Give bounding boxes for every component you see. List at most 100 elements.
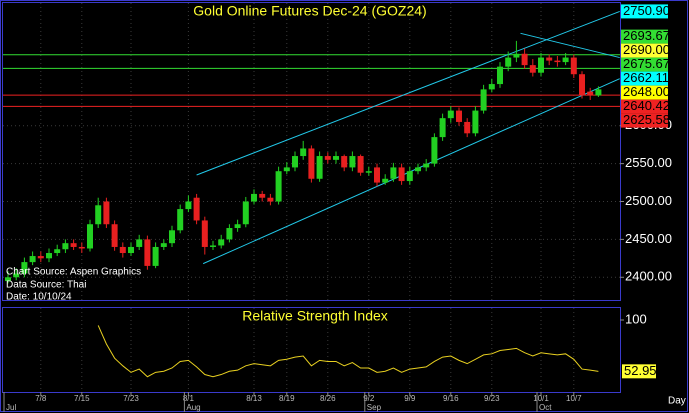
month-label: Aug xyxy=(186,403,200,412)
candle-body xyxy=(152,246,159,266)
candle-body xyxy=(218,239,225,246)
candle-body xyxy=(472,110,479,134)
trendline xyxy=(196,10,620,176)
candle-body xyxy=(456,110,462,122)
x-tick-label: 8/1 xyxy=(183,394,195,403)
candle-body xyxy=(292,156,298,168)
level-label-box xyxy=(621,71,668,86)
month-label: Jul xyxy=(6,403,16,412)
candle-body xyxy=(349,156,356,168)
candle-body xyxy=(62,243,69,250)
candle-body xyxy=(160,243,167,247)
indicator-line xyxy=(97,325,599,378)
candle-body xyxy=(87,224,93,249)
candle-body xyxy=(382,178,389,183)
level-label: 2693.67 xyxy=(623,28,670,43)
y-tick-label: 2400.00 xyxy=(625,269,672,284)
candle-body xyxy=(169,230,175,244)
candle-body xyxy=(46,253,52,259)
candle-body xyxy=(570,57,577,75)
candle-body xyxy=(480,89,487,111)
candle-body xyxy=(341,156,348,168)
candle-body xyxy=(390,167,397,179)
x-tick-label: 9/16 xyxy=(443,394,459,403)
candle-body xyxy=(259,193,266,198)
candle-body xyxy=(300,148,307,157)
note: Data Source: Thai xyxy=(6,280,86,291)
candle-body xyxy=(13,273,20,278)
level-label: 2662.11 xyxy=(623,70,669,85)
candle-body xyxy=(529,65,536,73)
candle-body xyxy=(488,84,495,90)
candle-body xyxy=(447,110,454,119)
level-label: 2750.90 xyxy=(623,3,670,18)
candle-body xyxy=(111,224,118,247)
candle-body xyxy=(201,220,208,247)
candle-body xyxy=(128,246,134,254)
y-tick-label: 2450.00 xyxy=(625,231,672,246)
note: Chart Source: Aspen Graphics xyxy=(6,267,141,278)
candle-body xyxy=(316,156,323,179)
price-plot xyxy=(3,3,620,300)
note: Date: 10/10/24 xyxy=(6,292,72,303)
candle-body xyxy=(70,243,77,247)
candle-body xyxy=(587,91,594,96)
x-tick-label: 8/19 xyxy=(279,394,295,403)
x-tick-label: 8/26 xyxy=(320,394,336,403)
level-label-box xyxy=(621,43,668,58)
candle-body xyxy=(357,156,364,173)
candle-body xyxy=(415,167,421,172)
indicator-title: Relative Strength Index xyxy=(242,308,388,324)
candle-body xyxy=(54,249,61,254)
candle-body xyxy=(78,246,85,249)
candle-body xyxy=(193,197,200,221)
candle-body xyxy=(283,167,290,172)
last-value-box xyxy=(622,364,656,379)
candle-body xyxy=(374,167,380,183)
level-label: 2648.00 xyxy=(623,84,670,99)
x-tick-label: 7/23 xyxy=(123,394,139,403)
x-tick-label: 7/15 xyxy=(74,394,90,403)
candle-body xyxy=(242,201,249,225)
x-tick-label: 7/8 xyxy=(35,394,47,403)
candle-body xyxy=(119,246,126,254)
level-label-box xyxy=(621,99,668,114)
candle-body xyxy=(275,171,282,202)
y-tick-label: 2550.00 xyxy=(625,155,672,170)
candle-body xyxy=(439,118,446,138)
level-label-box xyxy=(621,57,668,72)
candle-body xyxy=(546,57,553,61)
indicator-panel-frame xyxy=(2,307,621,393)
candle-body xyxy=(308,148,315,179)
candle-body xyxy=(251,193,257,202)
level-label: 2690.00 xyxy=(623,42,670,57)
candle-body xyxy=(234,224,241,229)
level-label: 2640.42 xyxy=(623,98,670,113)
candle-body xyxy=(365,171,372,173)
candle-body xyxy=(579,74,585,96)
candle-body xyxy=(431,137,438,164)
month-label: Sep xyxy=(367,403,382,412)
candle-body xyxy=(562,57,569,63)
candle-body xyxy=(103,201,110,225)
candle-body xyxy=(136,239,143,247)
candle-body xyxy=(29,256,36,263)
trendline xyxy=(202,78,620,265)
price-panel-frame xyxy=(2,2,621,301)
level-label-box xyxy=(621,113,668,128)
candle-body xyxy=(5,277,11,282)
candle-body xyxy=(267,197,274,202)
indicator-plot xyxy=(40,308,599,392)
candle-body xyxy=(554,60,561,63)
candle-body xyxy=(185,201,192,210)
candle-body xyxy=(210,245,216,247)
candle-body xyxy=(177,209,184,231)
y-tick-label: 100 xyxy=(625,311,647,326)
candle-body xyxy=(144,239,151,266)
x-tick-label: 9/9 xyxy=(404,394,416,403)
candle-body xyxy=(423,163,430,168)
candle-body xyxy=(95,205,102,225)
